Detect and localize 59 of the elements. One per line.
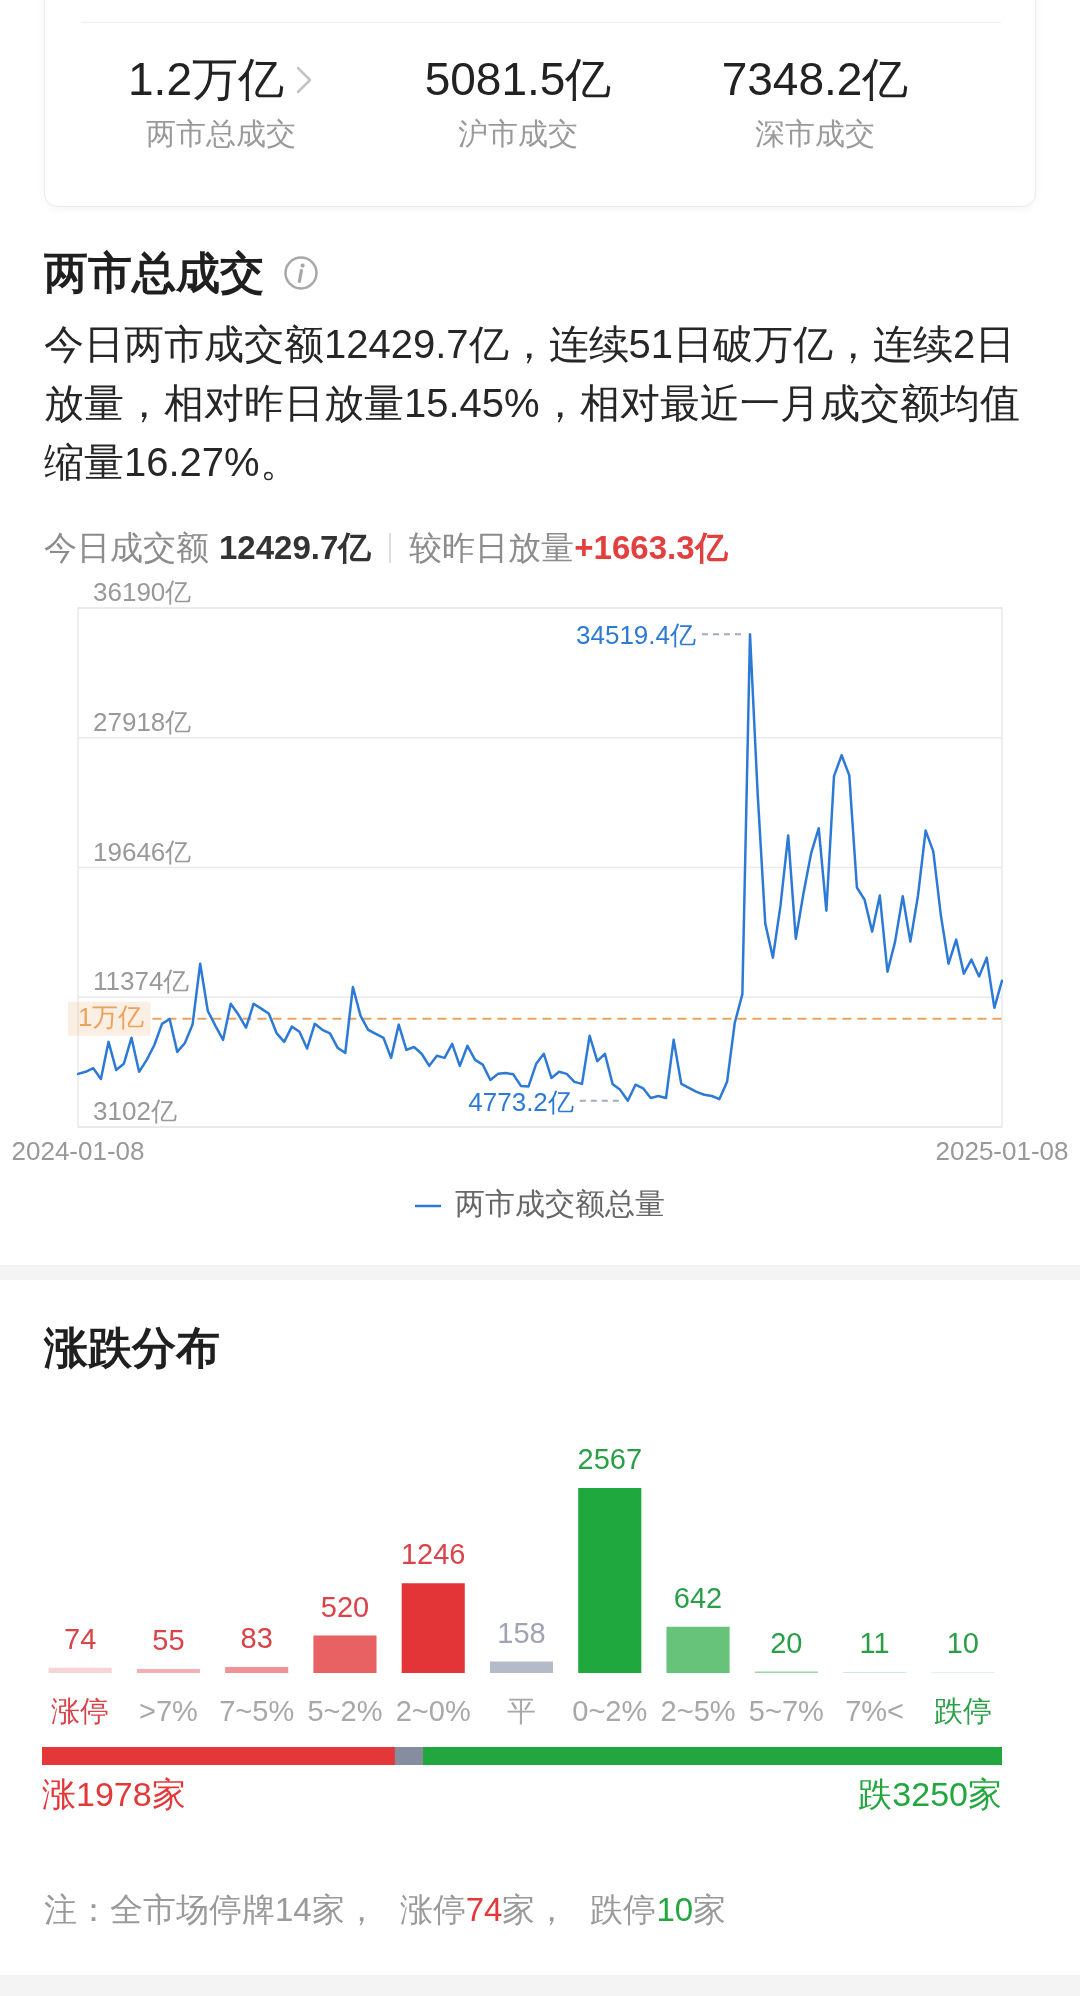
x-tick-label: 0~2% bbox=[572, 1695, 648, 1727]
data-label: 520 bbox=[320, 1590, 370, 1623]
x-tick-label: 2~0% bbox=[395, 1695, 471, 1727]
text: 沪市成交 bbox=[457, 116, 579, 152]
text: 注：全市场停牌14家， bbox=[44, 1890, 378, 1930]
data-label: 11 bbox=[859, 1627, 890, 1660]
data-label: 1246 bbox=[400, 1538, 466, 1571]
x-tick-label: 平 bbox=[507, 1695, 536, 1727]
text: +1663.3亿 bbox=[574, 528, 728, 568]
legend-label: 两市成交额总量 bbox=[455, 1187, 665, 1221]
x-tick-label: 2025-01-08 bbox=[935, 1136, 1069, 1167]
y-tick-label: 11374亿 bbox=[93, 966, 190, 997]
bar bbox=[48, 1667, 112, 1673]
data-label: 642 bbox=[673, 1581, 723, 1614]
x-tick-label: >7% bbox=[138, 1695, 198, 1727]
x-tick-label: 2024-01-08 bbox=[11, 1136, 145, 1167]
data-label: 涨1978家 bbox=[42, 1775, 186, 1814]
text: 12429.7亿 bbox=[219, 528, 372, 568]
bar bbox=[225, 1667, 289, 1673]
x-tick-label: 5~7% bbox=[748, 1695, 824, 1727]
text: 1.2万亿 bbox=[128, 52, 284, 107]
bar bbox=[666, 1626, 730, 1673]
y-tick-label: 3102亿 bbox=[93, 1096, 177, 1127]
text: 较昨日放量 bbox=[409, 528, 575, 568]
text: 5081.5亿 bbox=[424, 52, 612, 107]
data-label: 10 bbox=[946, 1627, 979, 1660]
text: 涨停74家， bbox=[399, 1891, 569, 1928]
x-tick-label: 7%< bbox=[845, 1695, 905, 1727]
y-tick-label: 19646亿 bbox=[93, 836, 192, 867]
x-tick-label: 跌停 bbox=[933, 1695, 992, 1727]
chart-title: 涨跌分布 bbox=[44, 1323, 220, 1372]
data-label: 83 bbox=[240, 1622, 273, 1655]
data-label: 2567 bbox=[577, 1443, 643, 1475]
y-tick-label: 36190亿 bbox=[93, 577, 192, 608]
bar bbox=[313, 1635, 377, 1673]
bar bbox=[489, 1661, 554, 1673]
data-label: 跌3250家 bbox=[858, 1775, 1002, 1814]
text: 深市成交 bbox=[754, 116, 876, 152]
text: 今日成交额 bbox=[44, 528, 209, 568]
data-label: 55 bbox=[152, 1624, 185, 1657]
text: 两市总成交 bbox=[145, 116, 297, 152]
data-label: 74 bbox=[64, 1622, 97, 1655]
data-label: 34519.4亿 bbox=[576, 620, 696, 651]
text: 跌停10家 bbox=[590, 1891, 727, 1928]
bar bbox=[401, 1583, 465, 1673]
bar bbox=[578, 1488, 642, 1673]
x-tick-label: 涨停 bbox=[51, 1695, 110, 1727]
bar bbox=[136, 1669, 200, 1673]
y-tick-label: 27918亿 bbox=[93, 706, 192, 737]
chart-subtitle: 今日两市成交额12429.7亿，连续51日破万亿，连续2日放量，相对昨日放量15.45%，相对最近一月成交额均值缩量16.27%。 bbox=[44, 321, 1021, 486]
chart-title: 两市总成交 bbox=[44, 248, 264, 297]
data-label: 20 bbox=[770, 1626, 803, 1659]
data-label: 4773.2亿 bbox=[468, 1086, 574, 1117]
x-tick-label: 7~5% bbox=[219, 1695, 295, 1727]
x-tick-label: 5~2% bbox=[307, 1695, 383, 1727]
text: 7348.2亿 bbox=[721, 52, 909, 107]
ref-line-label: 1万亿 bbox=[78, 1001, 145, 1032]
data-label: 158 bbox=[497, 1616, 546, 1649]
x-tick-label: 2~5% bbox=[660, 1695, 736, 1727]
